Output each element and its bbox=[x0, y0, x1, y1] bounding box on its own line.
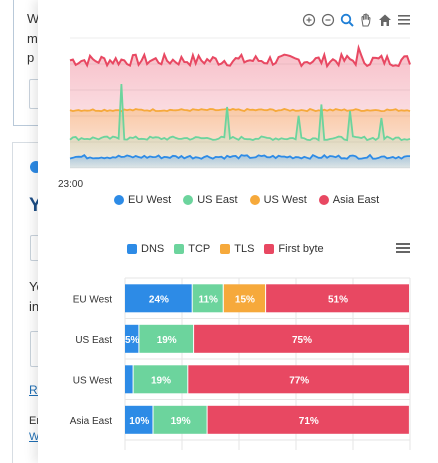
bar-segment[interactable] bbox=[207, 405, 409, 434]
legend-marker bbox=[264, 244, 275, 254]
legend-marker bbox=[318, 195, 329, 205]
legend-label: DNS bbox=[141, 243, 165, 255]
series-line bbox=[69, 153, 410, 160]
bar-data-label: 15% bbox=[235, 294, 255, 305]
bar-segment[interactable] bbox=[194, 324, 409, 353]
background-text-line: m bbox=[27, 31, 38, 46]
background-text-line: in bbox=[29, 299, 40, 314]
bar-segment[interactable] bbox=[125, 365, 133, 394]
bar-data-label: 24% bbox=[149, 294, 169, 305]
y-axis-category-label: US West bbox=[73, 375, 112, 386]
series-line bbox=[69, 107, 411, 113]
legend-label: First byte bbox=[278, 243, 324, 255]
background-text-line: W bbox=[27, 11, 40, 26]
legend-marker bbox=[114, 195, 124, 205]
series-area bbox=[70, 155, 410, 168]
legend-item-eu-west[interactable]: EU West bbox=[114, 194, 171, 206]
legend-item-tcp[interactable]: TCP bbox=[174, 243, 210, 255]
bar-segment[interactable] bbox=[125, 405, 153, 434]
bar-data-label: 19% bbox=[151, 375, 171, 386]
series-line bbox=[69, 44, 411, 69]
bar-data-label: 10% bbox=[129, 416, 149, 427]
magnifier-icon[interactable] bbox=[339, 12, 355, 28]
bar-segment[interactable] bbox=[153, 405, 207, 434]
bar-data-label: 51% bbox=[328, 294, 348, 305]
y-axis-category-label: Asia East bbox=[70, 416, 112, 427]
bar-data-label: 75% bbox=[292, 335, 312, 346]
legend-item-dns[interactable]: DNS bbox=[127, 243, 164, 255]
bar-segment[interactable] bbox=[266, 284, 409, 313]
background-text-line: p bbox=[27, 50, 35, 65]
bar-segment[interactable] bbox=[133, 365, 188, 394]
y-axis-category-label: US East bbox=[75, 335, 112, 346]
legend-item-us-west[interactable]: US West bbox=[249, 194, 307, 206]
bar-data-label: 71% bbox=[299, 416, 319, 427]
zoom-in-icon[interactable] bbox=[301, 12, 317, 28]
bar-chart-menu-icon[interactable] bbox=[396, 243, 410, 254]
bar-segment[interactable] bbox=[139, 324, 194, 353]
bar-data-label: 19% bbox=[157, 335, 177, 346]
y-axis-category-label: EU West bbox=[73, 294, 112, 305]
x-axis-tick-label: 23:00 bbox=[58, 179, 84, 190]
bar-data-label: 5% bbox=[125, 335, 140, 346]
latency-line-chart[interactable] bbox=[38, 28, 438, 178]
bar-segment[interactable] bbox=[125, 324, 139, 353]
bar-segment[interactable] bbox=[223, 284, 266, 313]
legend-marker bbox=[183, 195, 194, 205]
zoom-out-icon[interactable] bbox=[320, 12, 336, 28]
bar-segment[interactable] bbox=[125, 284, 192, 313]
legend-marker bbox=[174, 244, 185, 254]
background-footer-text: Er bbox=[29, 415, 40, 427]
line-chart-series bbox=[69, 44, 411, 160]
legend-label: Asia East bbox=[332, 194, 380, 206]
series-line bbox=[69, 84, 411, 142]
chart-toolbar bbox=[301, 12, 412, 28]
bar-chart-legend: DNS TCP TLS First byte bbox=[127, 243, 324, 255]
series-area bbox=[70, 84, 410, 168]
legend-item-tls[interactable]: TLS bbox=[220, 243, 254, 255]
chart-panel: 23:00 EU West US East US West Asia East … bbox=[38, 0, 438, 463]
legend-marker bbox=[249, 195, 260, 205]
stacked-bar-chart[interactable]: EU West 24% 11% 15% 51% US East 5% 19% 75% US Wes… bbox=[38, 270, 438, 463]
legend-marker bbox=[127, 244, 137, 254]
legend-label: TCP bbox=[188, 243, 211, 255]
line-chart-legend: EU West US East US West Asia East bbox=[114, 194, 379, 206]
legend-label: TLS bbox=[234, 243, 255, 255]
bar-data-label: 11% bbox=[198, 294, 218, 305]
legend-item-asia-east[interactable]: Asia East bbox=[318, 194, 380, 206]
home-icon[interactable] bbox=[377, 12, 393, 28]
pan-hand-icon[interactable] bbox=[358, 12, 374, 28]
menu-icon[interactable] bbox=[396, 12, 412, 28]
legend-label: US East bbox=[197, 194, 238, 206]
legend-marker bbox=[220, 244, 231, 254]
legend-label: US West bbox=[263, 194, 307, 206]
bar-data-label: 77% bbox=[289, 375, 309, 386]
legend-label: EU West bbox=[128, 194, 172, 206]
legend-item-us-east[interactable]: US East bbox=[183, 194, 238, 206]
bar-segment[interactable] bbox=[188, 365, 409, 394]
bar-segment[interactable] bbox=[192, 284, 223, 313]
bar-data-label: 19% bbox=[171, 416, 191, 427]
background-footer-link[interactable]: W bbox=[29, 431, 40, 443]
legend-item-first-byte[interactable]: First byte bbox=[264, 243, 324, 255]
